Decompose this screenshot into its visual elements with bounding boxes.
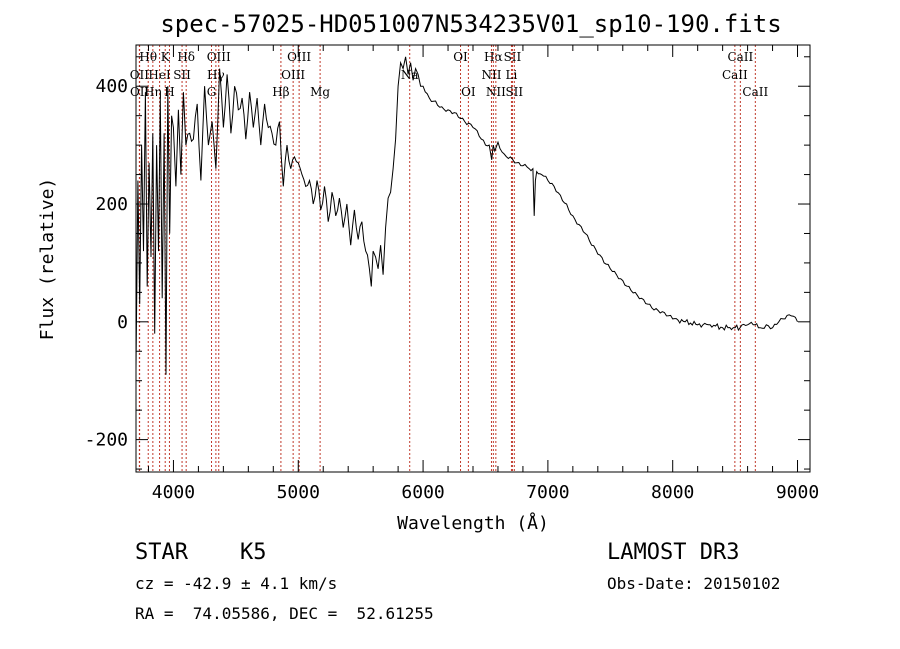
x-tick-label: 6000: [401, 482, 444, 503]
observation-date: Obs-Date: 20150102: [607, 574, 781, 593]
survey-name: LAMOST DR3: [607, 540, 740, 565]
x-tick-label: 9000: [776, 482, 819, 503]
x-tick-label: 7000: [526, 482, 569, 503]
spectral-line-label: OI: [461, 85, 476, 99]
x-tick-label: 4000: [152, 482, 195, 503]
y-tick-label: 400: [95, 76, 128, 97]
y-tick-label: 0: [117, 312, 128, 333]
spectral-line-label: HeI: [148, 68, 171, 82]
axis-ticks: 4000 5000 6000 7000 8000 9000 -200 0 200 400: [85, 45, 819, 503]
plot-frame: [135, 44, 811, 473]
spectral-line-label: Hδ: [177, 50, 195, 64]
spectral-line-label: SII: [173, 68, 191, 82]
spectral-line-label: Li: [506, 68, 518, 82]
spectral-line-label: K: [161, 50, 171, 64]
spectral-line-label: OIII: [207, 50, 231, 64]
spectral-line-label: Hα: [484, 50, 503, 64]
spectral-line-label: Hθ: [139, 50, 157, 64]
spectral-line-label: CaII: [742, 85, 768, 99]
spectral-line-label: OIII: [287, 50, 311, 64]
spectral-line-label: Mg: [310, 85, 330, 99]
spectral-line-label: OI: [453, 50, 468, 64]
spectral-line-label: CaII: [727, 50, 753, 64]
spectral-line-label: SII: [504, 50, 522, 64]
y-tick-label: 200: [95, 194, 128, 215]
redshift-cz: cz = -42.9 ± 4.1 km/s: [135, 574, 338, 593]
spectral-line-label: Hγ: [207, 68, 225, 82]
spectral-line-label: H: [164, 85, 174, 99]
object-subclass: K5: [240, 540, 267, 565]
x-tick-label: 8000: [651, 482, 694, 503]
object-class: STAR: [135, 540, 188, 565]
spectral-line-label: CaII: [722, 68, 748, 82]
spectral-line-label: Hη: [144, 85, 162, 99]
flux-series: [135, 56, 798, 375]
spectral-line-label: OII: [130, 85, 150, 99]
flux-line: [135, 56, 798, 375]
x-tick-label: 5000: [277, 482, 320, 503]
x-axis-label: Wavelength (Å): [397, 512, 549, 534]
spectral-line-label: G: [207, 85, 217, 99]
spectral-line-label: NII: [486, 85, 506, 99]
spectral-line-label: OIII: [281, 68, 305, 82]
coordinates: RA = 74.05586, DEC = 52.61255: [135, 604, 434, 623]
chart-title: spec-57025-HD051007N534235V01_sp10-190.f…: [160, 10, 781, 38]
spectral-line-label: NII: [481, 68, 501, 82]
y-tick-label: -200: [85, 430, 128, 451]
spectral-line-label: Na: [401, 68, 419, 82]
y-axis-label: Flux (relative): [37, 178, 58, 341]
spectral-line-label: SII: [505, 85, 523, 99]
spectral-line-label: Hβ: [272, 85, 289, 99]
